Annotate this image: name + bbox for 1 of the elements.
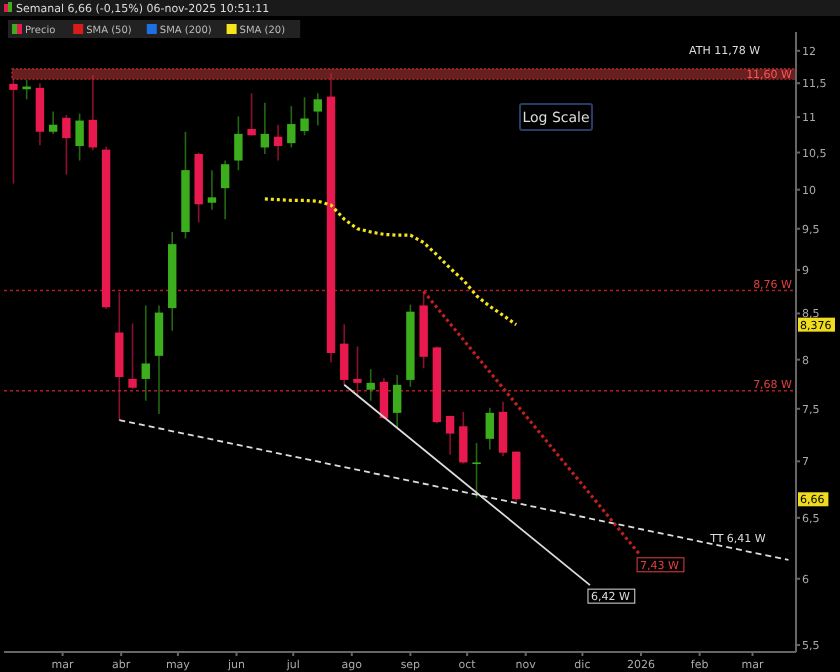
line-series (263, 197, 518, 327)
